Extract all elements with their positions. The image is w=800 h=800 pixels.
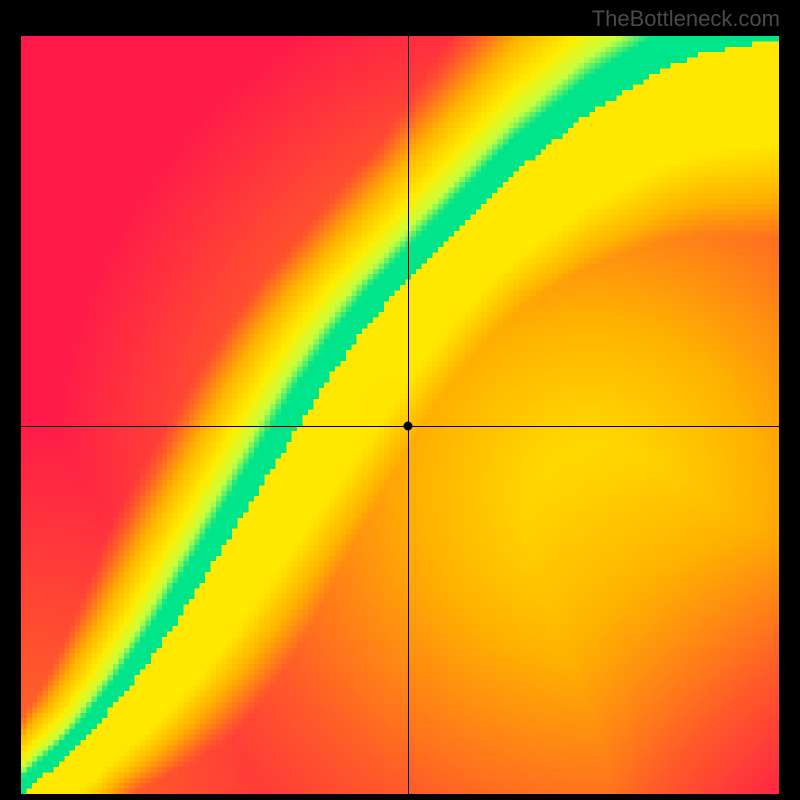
crosshair-horizontal [21, 426, 779, 427]
attribution-text: TheBottleneck.com [592, 6, 780, 32]
marker-dot [403, 422, 412, 431]
plot-area [21, 36, 779, 794]
crosshair-vertical [408, 36, 409, 794]
heatmap-canvas [21, 36, 779, 794]
